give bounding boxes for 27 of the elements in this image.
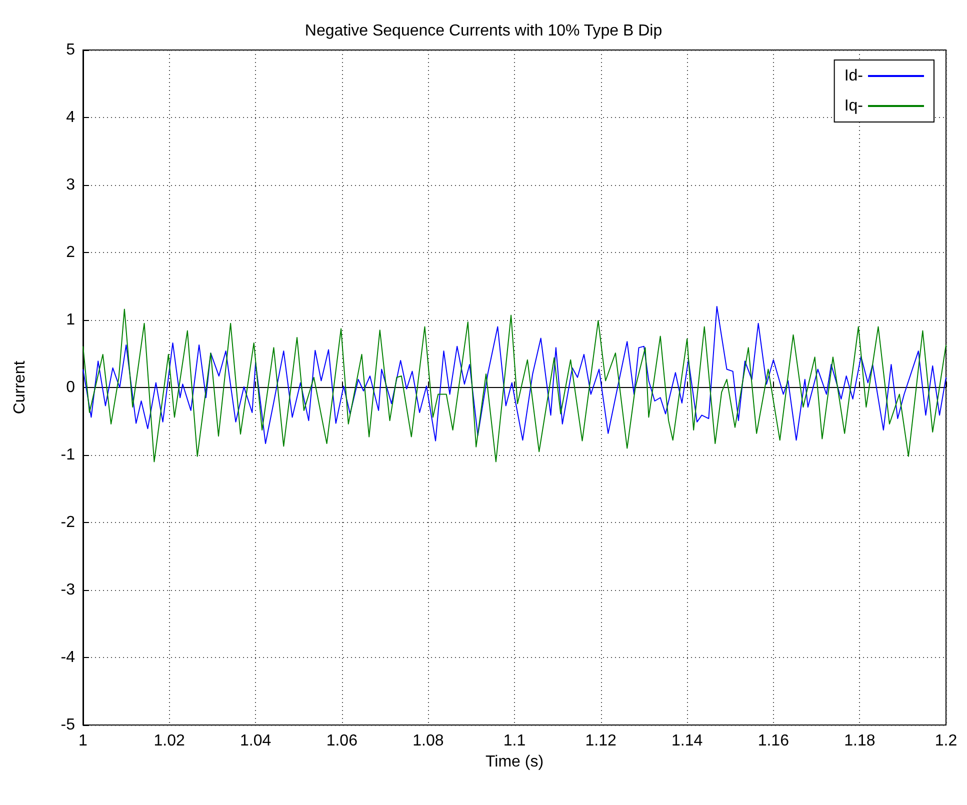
x-tick-label: 1.02 [154, 732, 185, 750]
legend-label: Iq- [844, 98, 863, 114]
x-tick-label: 1.12 [585, 732, 616, 750]
y-tick-label: 4 [66, 109, 76, 126]
x-axis-title: Time (s) [485, 753, 544, 770]
legend-label: Id- [844, 68, 863, 84]
y-tick-label: -4 [60, 649, 76, 666]
y-tick-label: -3 [60, 582, 76, 598]
chart-title: Negative Sequence Currents with 10% Type B Dip [304, 22, 662, 40]
x-tick-label: 1.1 [503, 732, 526, 750]
y-axis-title: Current [12, 360, 28, 414]
x-tick-label: 1.06 [326, 732, 358, 750]
x-tick-label: 1.14 [672, 732, 703, 750]
y-tick-label: 1 [66, 312, 76, 328]
x-tick-label: 1.18 [844, 732, 876, 750]
y-tick-label: -1 [60, 446, 76, 464]
y-tick-label: 2 [66, 244, 76, 261]
y-tick-label: -2 [60, 514, 76, 531]
x-tick-label: 1.2 [934, 732, 958, 750]
x-tick-label: 1.16 [758, 732, 790, 750]
y-tick-label: -5 [60, 716, 76, 734]
y-tick-label: 0 [66, 379, 76, 396]
x-tick-label: 1 [78, 732, 88, 750]
y-tick-label: 5 [66, 42, 76, 58]
y-tick-label: 3 [66, 176, 76, 194]
x-tick-label: 1.08 [412, 732, 444, 750]
x-tick-label: 1.04 [240, 732, 272, 750]
